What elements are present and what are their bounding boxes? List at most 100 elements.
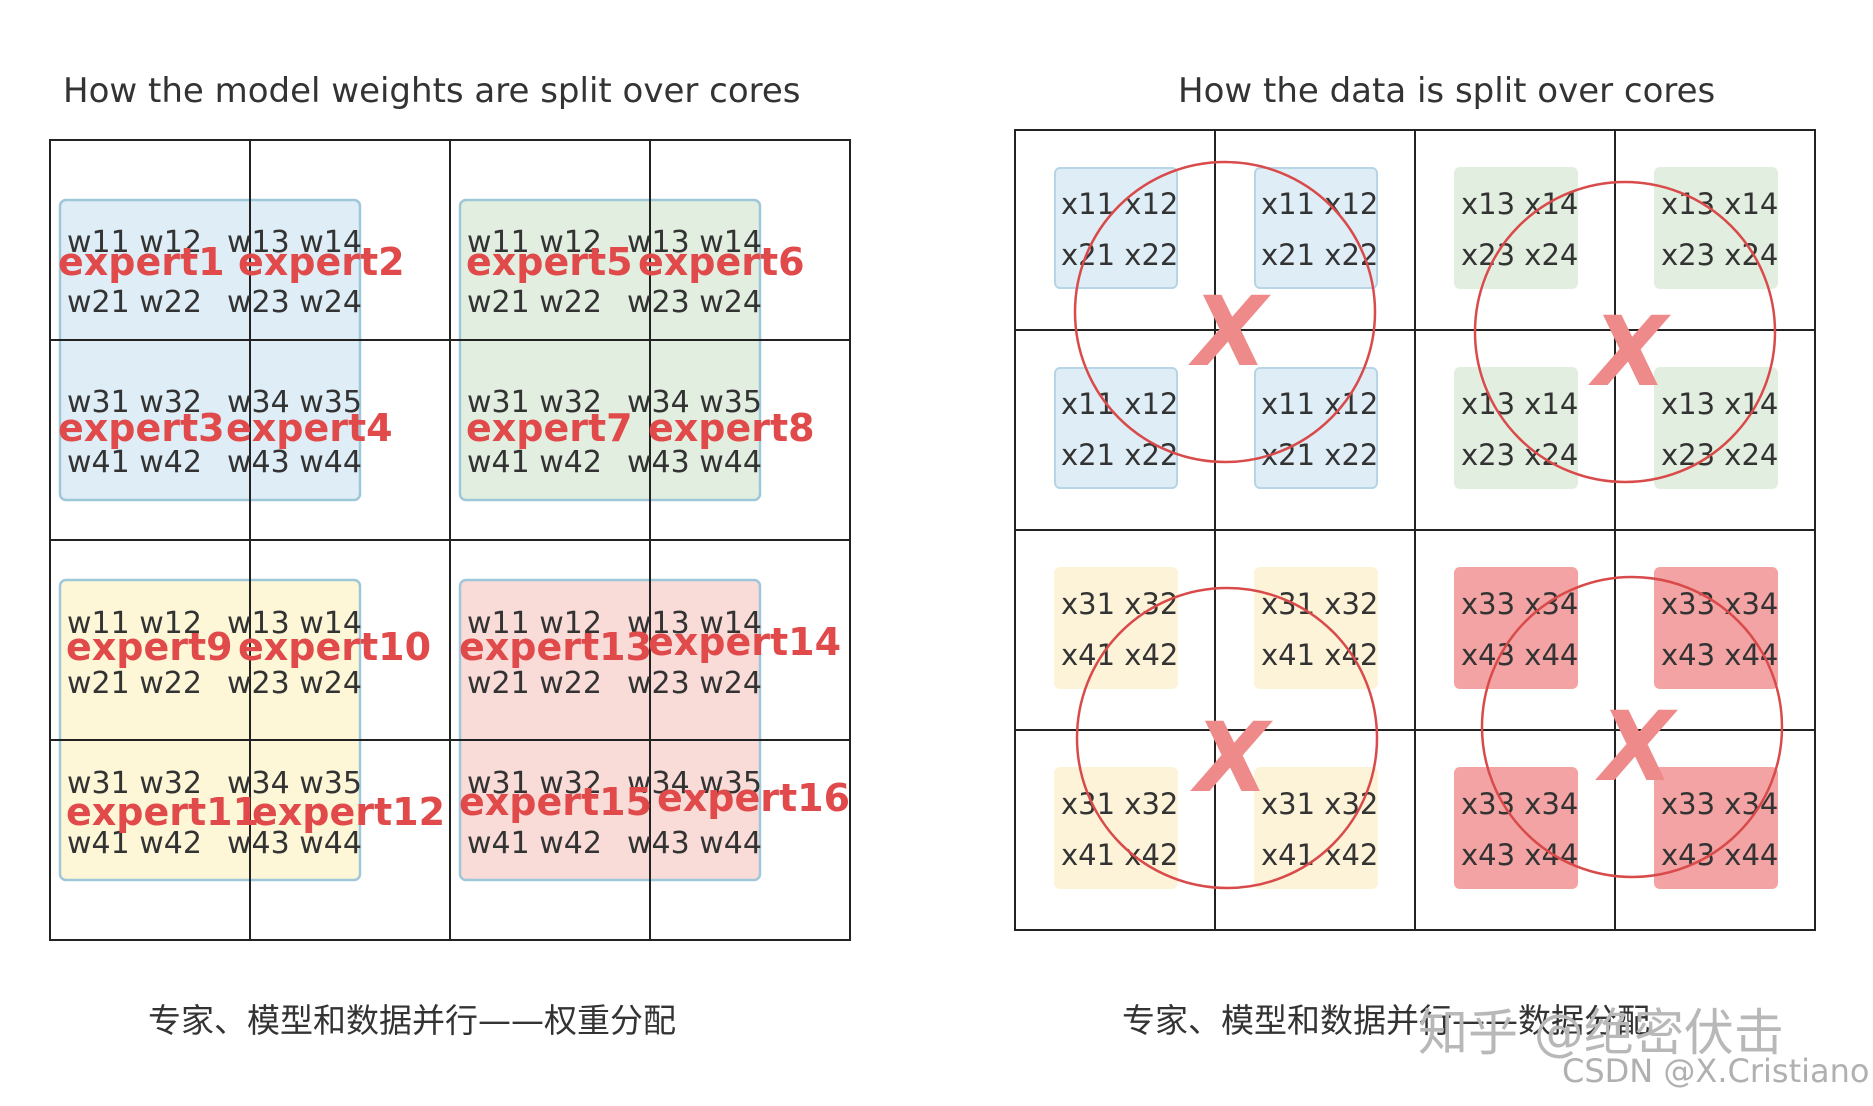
weight-label: w23 w24 [227,285,362,320]
data-tile [1254,167,1378,289]
data-label: x23 x24 [1661,438,1778,472]
expert-label: expert3 [58,406,225,450]
weight-label: w31 w32 [467,385,602,420]
weights-blocks [58,198,762,882]
weights-block-bottom-right [458,578,762,882]
expert-label: expert4 [226,406,393,450]
data-label: x13 x14 [1661,387,1778,421]
weight-label: w23 w24 [627,285,762,320]
expert-label: expert6 [638,240,805,284]
weight-label: w31 w32 [67,766,202,801]
cross-mark: X [1588,296,1671,408]
combine-circle [1073,160,1377,464]
data-label: x33 x34 [1661,787,1778,821]
data-label: x31 x32 [1261,587,1378,621]
weight-label: w34 w35 [627,385,762,420]
weight-label: w43 w44 [227,826,362,861]
weight-label: w11 w12 [67,606,202,641]
weights-texts: w11 w12 w13 w14 w21 w22 w23 w24 w31 w32 w34 w… [58,225,850,861]
weight-label: w13 w14 [227,225,362,260]
data-label: x33 x34 [1461,787,1578,821]
data-tile [1654,767,1778,889]
data-label: x41 x42 [1061,638,1178,672]
weight-label: w43 w44 [627,826,762,861]
weight-label: w43 w44 [227,445,362,480]
weights-grid [49,139,851,941]
data-label: x31 x32 [1261,787,1378,821]
data-label: x23 x24 [1461,238,1578,272]
left-title: How the model weights are split over cor… [63,71,801,111]
expert-label: expert9 [66,625,233,669]
data-label: x33 x34 [1461,587,1578,621]
weight-label: w13 w14 [627,606,762,641]
data-overlays: X X X X [1073,160,1784,890]
data-label: x11 x12 [1061,387,1178,421]
watermark-csdn: CSDN @X.Cristiano [1562,1052,1869,1090]
watermark-zhihu: 知乎 @绝密伏击 [1418,1004,1784,1062]
expert-label: expert15 [459,780,652,824]
weights-block-top-left [58,198,362,502]
data-tile [1654,367,1778,489]
data-tile [1654,567,1778,689]
data-label: x43 x44 [1461,638,1578,672]
weight-label: w31 w32 [467,766,602,801]
data-label: x43 x44 [1661,838,1778,872]
data-label: x31 x32 [1061,787,1178,821]
weight-label: w21 w22 [67,666,202,701]
data-tile [1654,167,1778,289]
weight-label: w31 w32 [67,385,202,420]
weight-label: w23 w24 [227,666,362,701]
data-label: x43 x44 [1661,638,1778,672]
weights-block-top-right [458,198,762,502]
weight-label: w34 w35 [227,385,362,420]
data-label: x11 x12 [1261,187,1378,221]
weight-label: w41 w42 [67,445,202,480]
weight-label: w21 w22 [467,285,602,320]
weight-label: w13 w14 [627,225,762,260]
weight-label: w41 w42 [67,826,202,861]
weight-label: w21 w22 [67,285,202,320]
weight-label: w11 w12 [467,606,602,641]
expert-label: expert16 [657,776,850,820]
weight-label: w34 w35 [227,766,362,801]
expert-label: expert8 [648,406,815,450]
data-tile [1054,767,1178,889]
weight-label: w11 w12 [67,225,202,260]
data-tile [1054,367,1178,489]
weight-label: w43 w44 [627,445,762,480]
data-tile [1254,567,1378,689]
expert-label: expert7 [466,406,633,450]
weight-label: w11 w12 [467,225,602,260]
left-caption: 专家、模型和数据并行——权重分配 [148,1001,676,1040]
weight-label: w13 w14 [227,606,362,641]
expert-label: expert14 [648,620,841,664]
weight-label: w34 w35 [627,766,762,801]
data-tile [1254,767,1378,889]
data-tile [1054,567,1178,689]
data-grid [1014,129,1816,931]
combine-circle [1473,180,1777,484]
data-tile [1454,567,1578,689]
data-tile [1454,767,1578,889]
data-label: x11 x12 [1261,387,1378,421]
expert-label: expert12 [252,790,445,834]
right-title: How the data is split over cores [1178,71,1715,111]
weight-label: w23 w24 [627,666,762,701]
data-tile [1454,367,1578,489]
cross-mark: X [1188,276,1271,388]
data-label: x21 x22 [1061,438,1178,472]
data-label: x13 x14 [1461,387,1578,421]
weight-label: w41 w42 [467,445,602,480]
combine-circle [1075,586,1379,890]
cross-mark: X [1595,691,1678,803]
data-label: x21 x22 [1261,438,1378,472]
expert-label: expert1 [58,240,225,284]
weight-label: w21 w22 [467,666,602,701]
expert-label: expert2 [238,240,405,284]
data-label: x13 x14 [1461,187,1578,221]
weights-block-bottom-left [58,578,362,882]
cross-mark: X [1190,702,1273,814]
expert-label: expert11 [66,790,259,834]
weight-label: w41 w42 [467,826,602,861]
